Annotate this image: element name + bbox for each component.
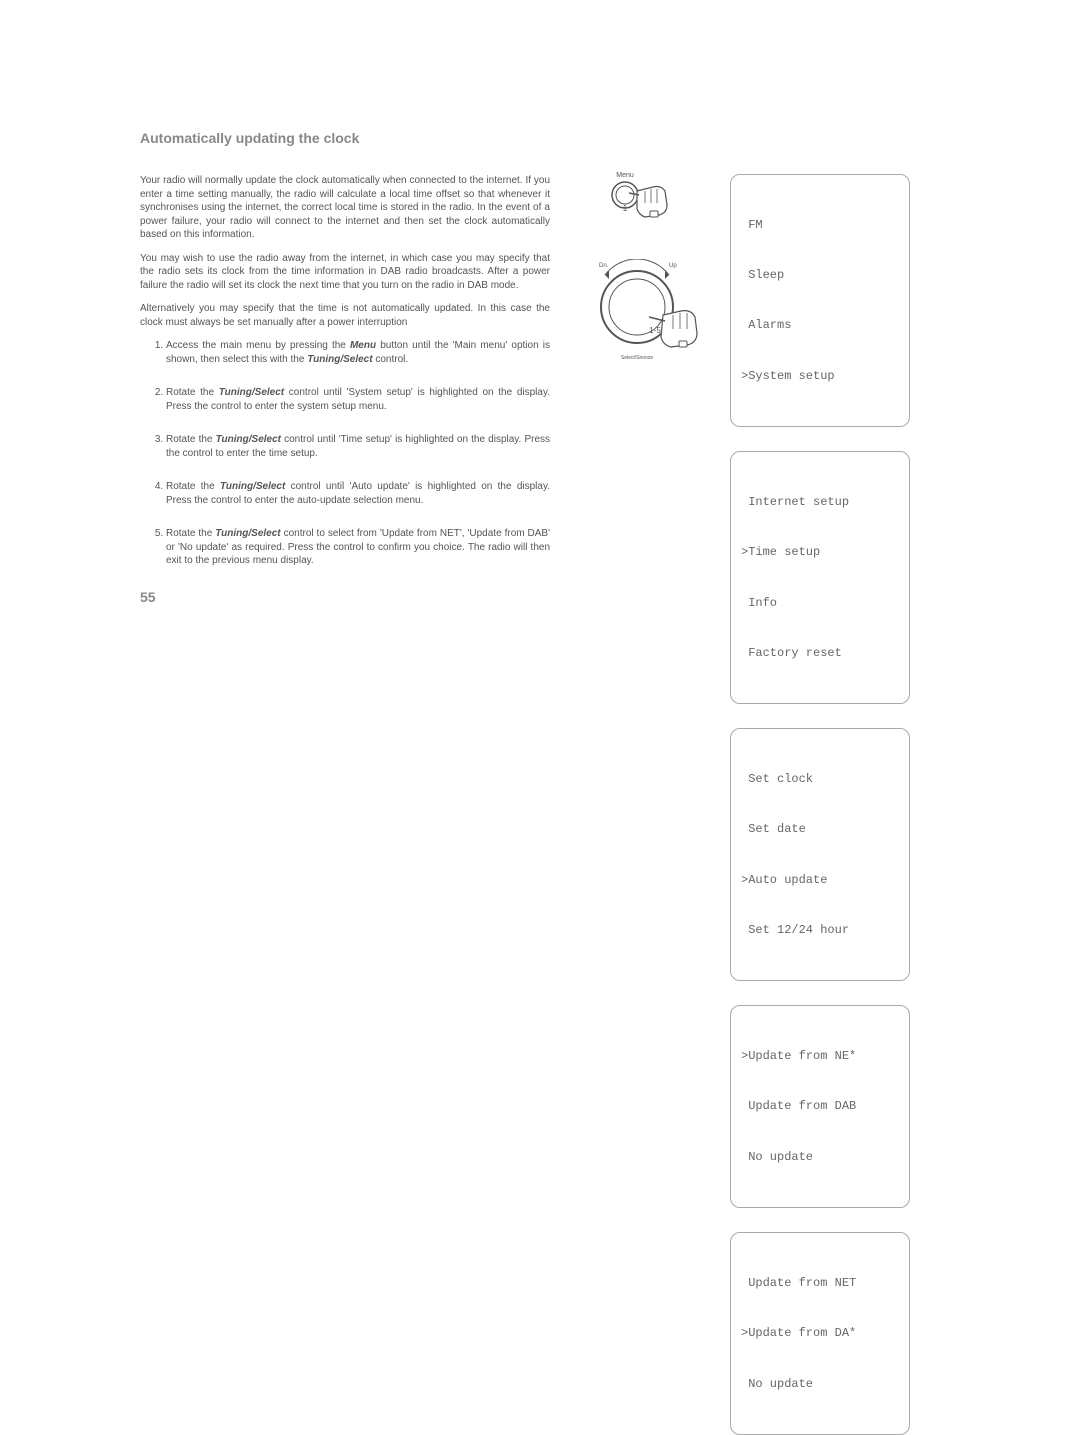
cuff-button [650, 211, 658, 217]
bold-menu: Menu [350, 340, 376, 351]
lcd-box-5: Update from NET >Update from DA* No upda… [730, 1232, 910, 1435]
lcd-box-2: Internet setup >Time setup Info Factory … [730, 451, 910, 704]
step-5: Rotate the Tuning/Select control to sele… [166, 527, 550, 568]
dial-up-label: Up [669, 263, 677, 269]
bold-tuning-2: Tuning/Select [219, 387, 284, 398]
menu-button-diagram: Menu 1 [595, 169, 695, 254]
bold-tuning-3: Tuning/Select [216, 434, 281, 445]
step-1: Access the main menu by pressing the Men… [166, 339, 550, 366]
dial-dn-label: Dn. [599, 263, 609, 269]
bold-tuning-5: Tuning/Select [215, 528, 280, 539]
dial-arc [605, 259, 669, 275]
dial-num: 1-5 [649, 326, 661, 335]
paragraph-2: You may wish to use the radio away from … [140, 252, 550, 293]
lcd-box-4: >Update from NE* Update from DAB No upda… [730, 1005, 910, 1208]
diagram-column: Menu 1 Dn. Up [570, 174, 710, 1435]
step-2: Rotate the Tuning/Select control until '… [166, 386, 550, 413]
content-row: Your radio will normally update the cloc… [140, 174, 950, 1435]
lcd-box-3: Set clock Set date >Auto update Set 12/2… [730, 728, 910, 981]
bold-tuning-1: Tuning/Select [307, 354, 372, 365]
lcd-column: FM Sleep Alarms >System setup Internet s… [730, 174, 910, 1435]
dial-bottom-label: Select/Snooze [621, 355, 653, 361]
manual-page: Automatically updating the clock Your ra… [140, 130, 950, 1435]
step-4: Rotate the Tuning/Select control until '… [166, 480, 550, 507]
steps-list: Access the main menu by pressing the Men… [140, 339, 550, 568]
step-3: Rotate the Tuning/Select control until '… [166, 433, 550, 460]
menu-num: 1 [623, 204, 628, 213]
menu-circle-inner [616, 186, 634, 204]
page-number: 55 [140, 588, 550, 607]
menu-label: Menu [616, 172, 634, 179]
bold-tuning-4: Tuning/Select [220, 481, 285, 492]
paragraph-3: Alternatively you may specify that the t… [140, 302, 550, 329]
tuning-dial-diagram: Dn. Up Select/Snooze 1-5 [585, 259, 715, 384]
page-title: Automatically updating the clock [140, 130, 950, 146]
lcd-box-1: FM Sleep Alarms >System setup [730, 174, 910, 427]
paragraph-1: Your radio will normally update the cloc… [140, 174, 550, 242]
text-column: Your radio will normally update the cloc… [140, 174, 550, 1435]
